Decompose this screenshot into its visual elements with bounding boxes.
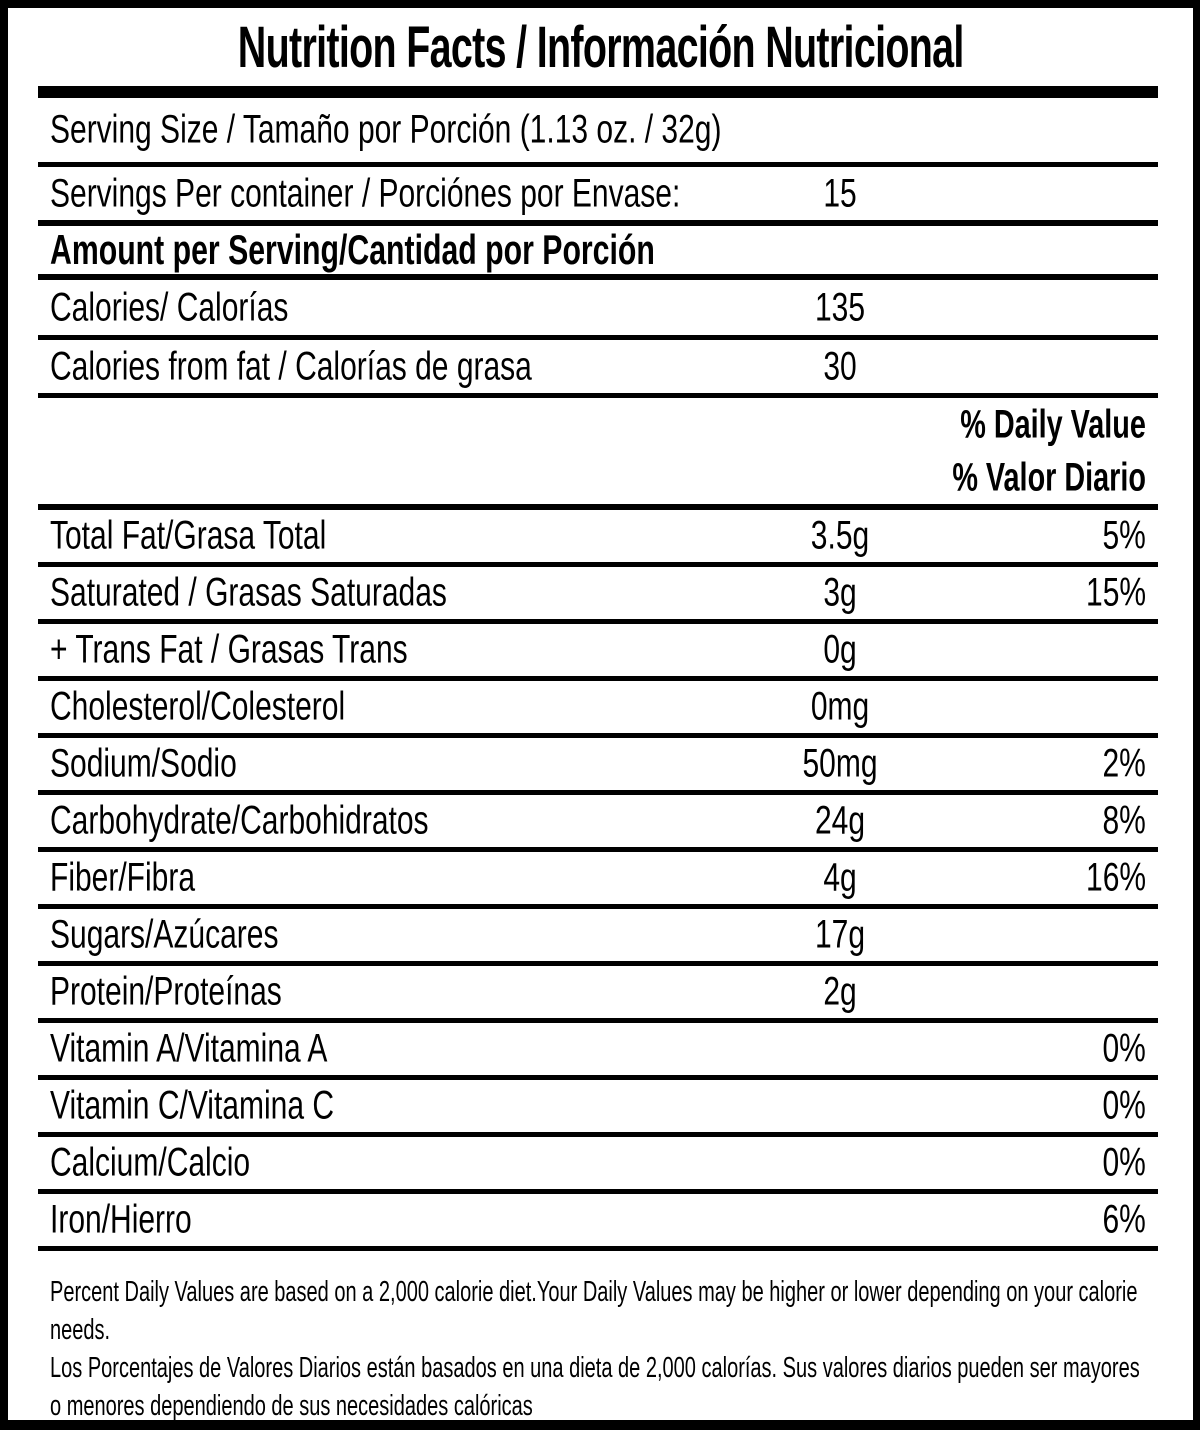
- calories-from-fat-row: Calories from fat / Calorías de grasa 30: [8, 340, 1193, 393]
- nutrient-dv: 16%: [1085, 855, 1146, 900]
- nutrient-amount: 24g: [814, 798, 866, 843]
- divider: [38, 274, 1158, 280]
- calories-from-fat-label: Calories from fat / Calorías de grasa: [50, 344, 532, 388]
- nutrient-dv: 15%: [1085, 570, 1146, 615]
- divider: [38, 504, 1158, 510]
- divider: [38, 619, 1158, 624]
- nutrient-dv: 5%: [1102, 513, 1146, 558]
- daily-value-header-es-row: % Valor Diario: [8, 452, 1193, 504]
- nutrient-dv: 0%: [1102, 1083, 1146, 1128]
- nutrient-label: Sugars/Azúcares: [50, 912, 279, 957]
- nutrient-row-vitamin-a: Vitamin A/Vitamina A 0%: [8, 1023, 1193, 1075]
- footnote-spanish: Los Porcentajes de Valores Diarios están…: [50, 1352, 1140, 1422]
- title-divider-bar: [38, 86, 1158, 98]
- nutrient-dv: 2%: [1102, 741, 1146, 786]
- divider: [38, 1018, 1158, 1023]
- divider: [38, 961, 1158, 966]
- nutrient-dv: 8%: [1102, 798, 1146, 843]
- title-block: Nutrition Facts / Información Nutriciona…: [8, 8, 1193, 86]
- nutrient-label: Sodium/Sodio: [50, 741, 237, 786]
- nutrient-label: Cholesterol/Colesterol: [50, 684, 346, 729]
- nutrient-row-vitamin-c: Vitamin C/Vitamina C 0%: [8, 1080, 1193, 1132]
- nutrient-row-carbohydrate: Carbohydrate/Carbohidratos 24g 8%: [8, 795, 1193, 847]
- nutrient-row-total-fat: Total Fat/Grasa Total 3.5g 5%: [8, 510, 1193, 562]
- daily-value-header-en: % Daily Value: [960, 402, 1146, 447]
- amount-per-serving-row: Amount per Serving/Cantidad por Porción: [8, 226, 1193, 274]
- nutrient-dv: 0%: [1102, 1140, 1146, 1185]
- calories-from-fat-value: 30: [823, 344, 857, 388]
- nutrient-row-saturated-fat: Saturated / Grasas Saturadas 3g 15%: [8, 567, 1193, 619]
- divider: [38, 393, 1158, 398]
- nutrient-label: Saturated / Grasas Saturadas: [50, 570, 447, 615]
- nutrient-row-sugars: Sugars/Azúcares 17g: [8, 909, 1193, 961]
- divider: [38, 1075, 1158, 1080]
- divider: [38, 1246, 1158, 1251]
- divider: [38, 562, 1158, 567]
- serving-size-row: Serving Size / Tamaño por Porción (1.13 …: [8, 98, 1193, 162]
- nutrient-amount: 2g: [823, 969, 857, 1014]
- nutrient-label: Iron/Hierro: [50, 1197, 192, 1242]
- amount-per-serving-heading: Amount per Serving/Cantidad por Porción: [50, 226, 655, 273]
- nutrient-row-iron: Iron/Hierro 6%: [8, 1194, 1193, 1246]
- nutrient-label: Vitamin C/Vitamina C: [50, 1083, 335, 1128]
- nutrient-amount: 0mg: [810, 684, 870, 729]
- nutrient-row-trans-fat: + Trans Fat / Grasas Trans 0g: [8, 624, 1193, 676]
- divider: [38, 733, 1158, 738]
- daily-value-header-es: % Valor Diario: [952, 455, 1146, 500]
- nutrient-row-sodium: Sodium/Sodio 50mg 2%: [8, 738, 1193, 790]
- nutrient-dv: 6%: [1102, 1197, 1146, 1242]
- nutrient-amount: 3.5g: [810, 513, 870, 558]
- nutrient-label: Calcium/Calcio: [50, 1140, 251, 1185]
- footnote: Percent Daily Values are based on a 2,00…: [8, 1251, 1193, 1422]
- nutrient-label: Total Fat/Grasa Total: [50, 513, 327, 558]
- divider: [38, 790, 1158, 795]
- nutrient-amount: 50mg: [802, 741, 878, 786]
- footnote-english: Percent Daily Values are based on a 2,00…: [50, 1276, 1138, 1346]
- nutrient-amount: 0g: [823, 627, 857, 672]
- nutrient-dv: 0%: [1102, 1026, 1146, 1071]
- servings-per-container-value: 15: [823, 171, 857, 215]
- nutrient-amount: 17g: [814, 912, 866, 957]
- nutrient-label: Fiber/Fibra: [50, 855, 196, 900]
- divider: [38, 847, 1158, 852]
- nutrient-amount: 4g: [823, 855, 857, 900]
- nutrient-row-fiber: Fiber/Fibra 4g 16%: [8, 852, 1193, 904]
- nutrient-row-protein: Protein/Proteínas 2g: [8, 966, 1193, 1018]
- divider: [38, 676, 1158, 681]
- divider: [38, 1132, 1158, 1137]
- divider: [38, 1189, 1158, 1194]
- divider: [38, 904, 1158, 909]
- nutrient-label: Vitamin A/Vitamina A: [50, 1026, 328, 1071]
- daily-value-header-en-row: % Daily Value: [8, 398, 1193, 452]
- servings-per-container-label: Servings Per container / Porciónes por E…: [50, 171, 681, 215]
- calories-label: Calories/ Calorías: [50, 285, 289, 329]
- label-title: Nutrition Facts / Información Nutriciona…: [237, 15, 965, 80]
- calories-value: 135: [814, 285, 866, 329]
- divider: [38, 335, 1158, 340]
- nutrient-amount: 3g: [823, 570, 857, 615]
- nutrient-label: Carbohydrate/Carbohidratos: [50, 798, 429, 843]
- nutrient-row-cholesterol: Cholesterol/Colesterol 0mg: [8, 681, 1193, 733]
- nutrient-row-calcium: Calcium/Calcio 0%: [8, 1137, 1193, 1189]
- calories-row: Calories/ Calorías 135: [8, 280, 1193, 335]
- divider: [38, 220, 1158, 226]
- serving-size-text: Serving Size / Tamaño por Porción (1.13 …: [50, 107, 722, 152]
- servings-per-container-row: Servings Per container / Porciónes por E…: [8, 167, 1193, 220]
- nutrient-label: Protein/Proteínas: [50, 969, 282, 1014]
- nutrient-label: + Trans Fat / Grasas Trans: [50, 627, 408, 672]
- divider: [38, 162, 1158, 167]
